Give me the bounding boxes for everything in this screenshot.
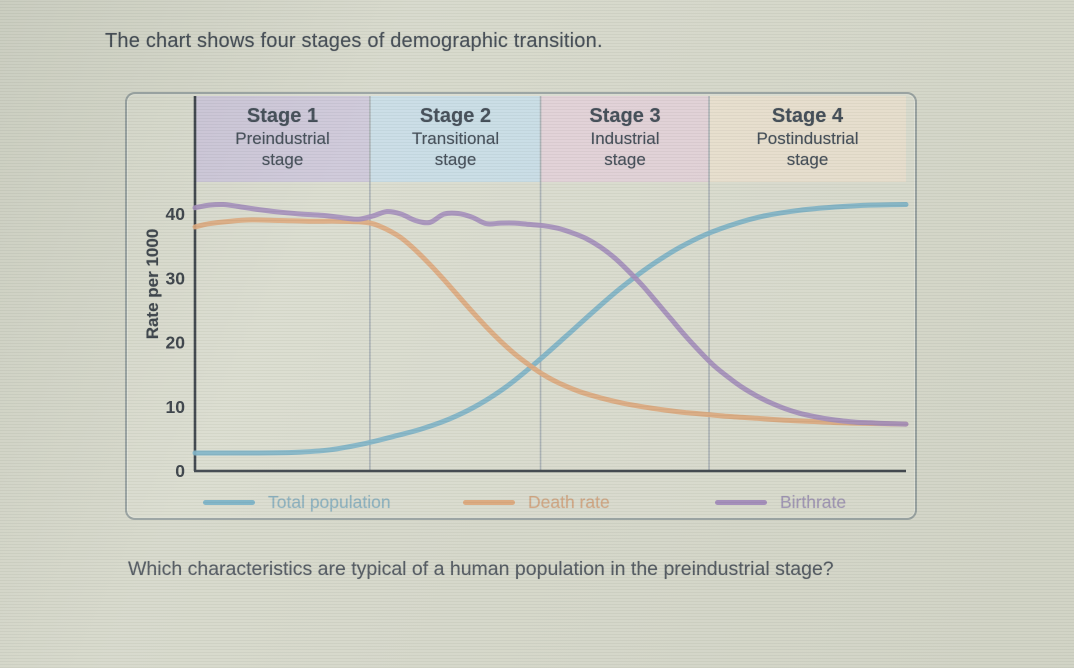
stage-4-header: Stage 4 Postindustrial stage	[709, 96, 906, 182]
question-text: Which characteristics are typical of a h…	[128, 558, 834, 580]
demographic-transition-chart-card: 0 10 20 30 40 Stage 1 Preindustrial stage St…	[125, 92, 917, 520]
stage-3-subtitle: Industrial stage	[590, 129, 660, 170]
stage-1-title: Stage 1	[246, 105, 319, 127]
svg-text:0: 0	[175, 461, 185, 481]
svg-text:30: 30	[166, 268, 186, 288]
legend-item-total-population: Total population	[203, 488, 391, 516]
y-axis-title: Rate per 1000	[143, 228, 162, 340]
legend-label: Death rate	[528, 491, 610, 512]
stage-1-header: Stage 1 Preindustrial stage	[195, 96, 370, 182]
stage-4-title: Stage 4	[771, 105, 844, 127]
stage-3-title: Stage 3	[589, 105, 661, 127]
legend-label: Birthrate	[780, 491, 847, 512]
stage-2-header: Stage 2 Transitional stage	[370, 96, 541, 182]
death-rate-line-swatch	[463, 499, 515, 505]
legend-item-death-rate: Death rate	[463, 488, 610, 516]
legend-item-birthrate: Birthrate	[715, 488, 846, 516]
stage-3-header: Stage 3 Industrial stage	[541, 96, 709, 182]
stage-2-subtitle: Transitional stage	[411, 129, 500, 170]
demographic-transition-chart: 0 10 20 30 40	[166, 96, 909, 481]
svg-text:10: 10	[166, 397, 186, 417]
stage-4-subtitle: Postindustrial stage	[756, 129, 859, 170]
stage-2-title: Stage 2	[419, 105, 492, 127]
total-population-line-swatch	[203, 499, 255, 505]
legend-label: Total population	[268, 491, 391, 512]
chart-caption: The chart shows four stages of demograph…	[105, 30, 603, 52]
birthrate-line-swatch	[715, 499, 767, 505]
chart-legend: Total population Death rate Birthrate	[127, 488, 915, 516]
svg-text:40: 40	[166, 204, 186, 224]
stage-1-subtitle: Preindustrial stage	[235, 129, 330, 170]
svg-text:20: 20	[166, 333, 186, 353]
